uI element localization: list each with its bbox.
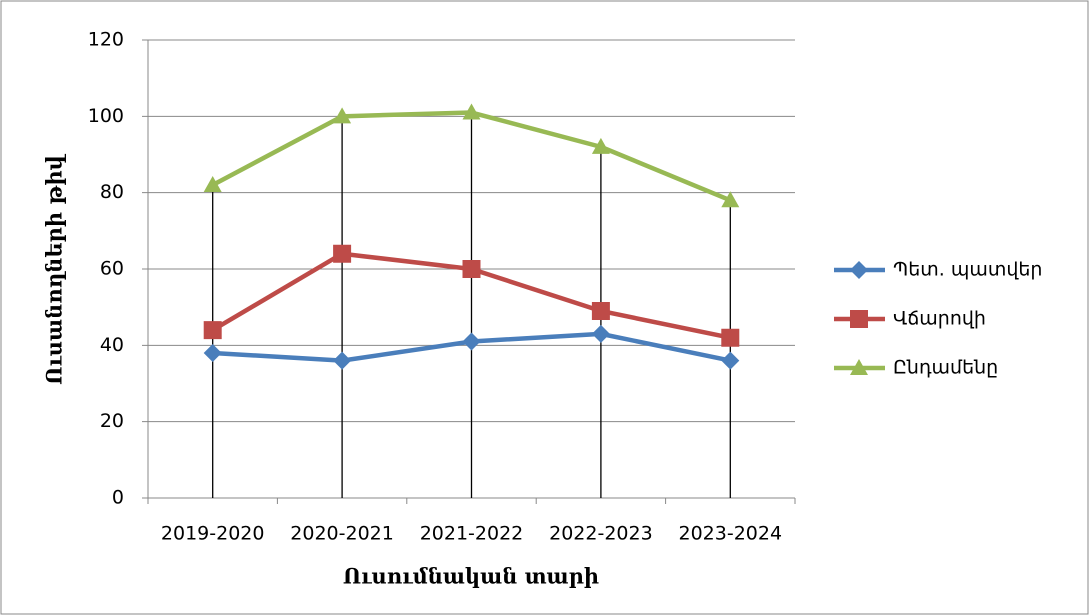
y-tick-label: 40 xyxy=(100,334,124,356)
x-axis-title: Ուսումնական տարի xyxy=(343,564,599,589)
point xyxy=(203,176,222,193)
x-tick-label: 2019-2020 xyxy=(161,523,265,545)
point xyxy=(333,107,352,124)
point xyxy=(462,260,481,278)
legend-marker xyxy=(850,261,868,279)
point xyxy=(591,324,610,343)
y-tick-label: 80 xyxy=(100,181,124,203)
x-tick-label: 2021-2022 xyxy=(420,523,524,545)
point xyxy=(462,103,481,120)
point xyxy=(591,301,610,320)
y-tick-label: 120 xyxy=(88,29,124,51)
y-tick-label: 0 xyxy=(112,487,124,509)
x-tick-label: 2020-2021 xyxy=(290,523,394,545)
point xyxy=(333,244,352,263)
point xyxy=(333,351,352,370)
legend-label: Ընդամենը xyxy=(893,357,998,379)
legend-label: Վճարովի xyxy=(893,308,986,330)
point xyxy=(462,332,481,351)
point xyxy=(721,191,740,208)
y-tick-label: 60 xyxy=(100,258,124,280)
y-axis-title: Ուսանողների թիվ xyxy=(42,153,67,385)
point xyxy=(721,351,740,370)
legend-label: Պետ. պատվեր xyxy=(893,259,1042,281)
point xyxy=(203,321,222,340)
y-tick-label: 100 xyxy=(88,105,124,127)
point xyxy=(591,137,610,154)
legend-marker xyxy=(850,359,868,375)
point xyxy=(721,328,740,347)
x-tick-label: 2022-2023 xyxy=(549,523,653,545)
legend-marker xyxy=(850,310,868,328)
y-tick-label: 20 xyxy=(100,410,124,432)
x-tick-label: 2023-2024 xyxy=(679,523,783,545)
point xyxy=(203,343,222,362)
